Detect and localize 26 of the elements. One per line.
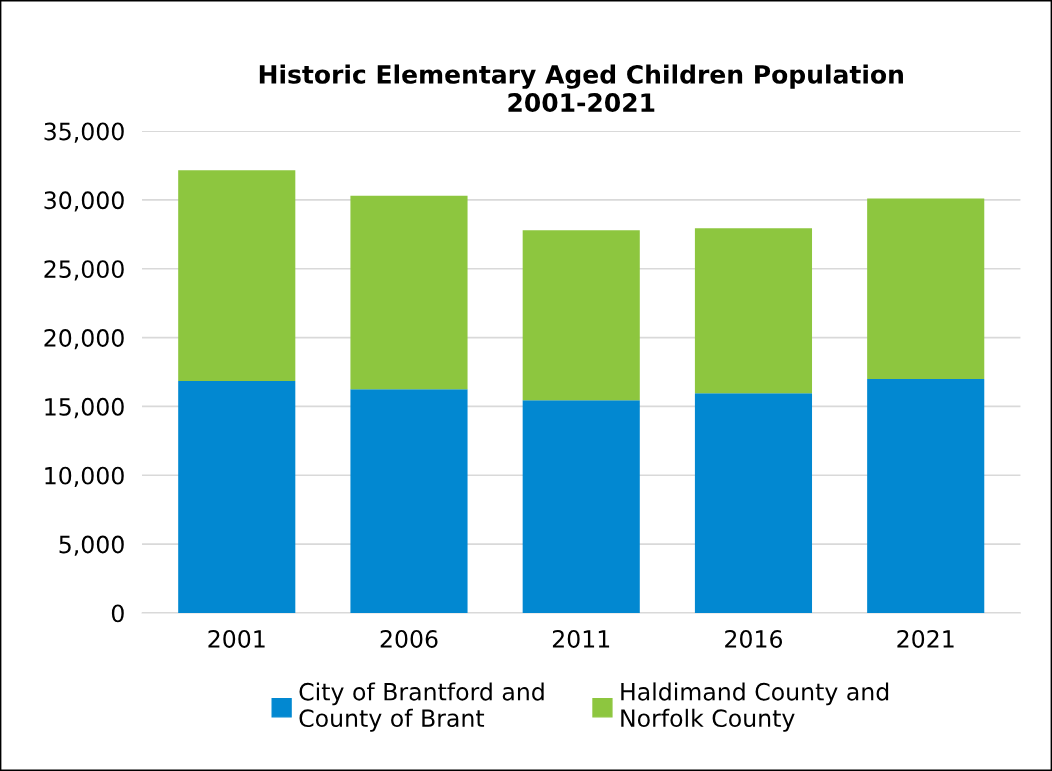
bar <box>350 389 468 613</box>
y-tick-label: 0 <box>111 604 124 623</box>
y-tick-label: 15,000 <box>45 397 124 419</box>
bar <box>867 198 985 379</box>
y-tick-label: 25,000 <box>44 260 124 281</box>
y-tick-label: 20,000 <box>44 329 124 350</box>
bar <box>178 170 296 381</box>
legend-label: City of Brantford and County of Brant <box>299 682 544 732</box>
bar <box>350 195 468 390</box>
x-tick-label: 2016 <box>725 630 783 648</box>
y-tick-label: 30,000 <box>44 191 124 212</box>
bar <box>178 380 296 613</box>
bar <box>694 393 813 613</box>
chart-title: Historic Elementary Aged Children Population 2001-2021 <box>259 64 903 112</box>
legend-label: Haldimand County and Norfolk County <box>621 682 889 732</box>
bar <box>522 230 640 401</box>
y-tick-label: 5,000 <box>59 535 124 556</box>
y-tick-label: 35,000 <box>44 122 124 143</box>
x-tick-label: 2021 <box>897 630 954 648</box>
y-tick-label: 10,000 <box>45 466 124 487</box>
x-tick-label: 2001 <box>208 630 265 648</box>
x-tick-label: 2006 <box>380 630 438 648</box>
bar <box>522 400 640 613</box>
bar <box>867 378 985 613</box>
bar <box>694 228 813 394</box>
x-tick-label: 2011 <box>552 630 610 648</box>
